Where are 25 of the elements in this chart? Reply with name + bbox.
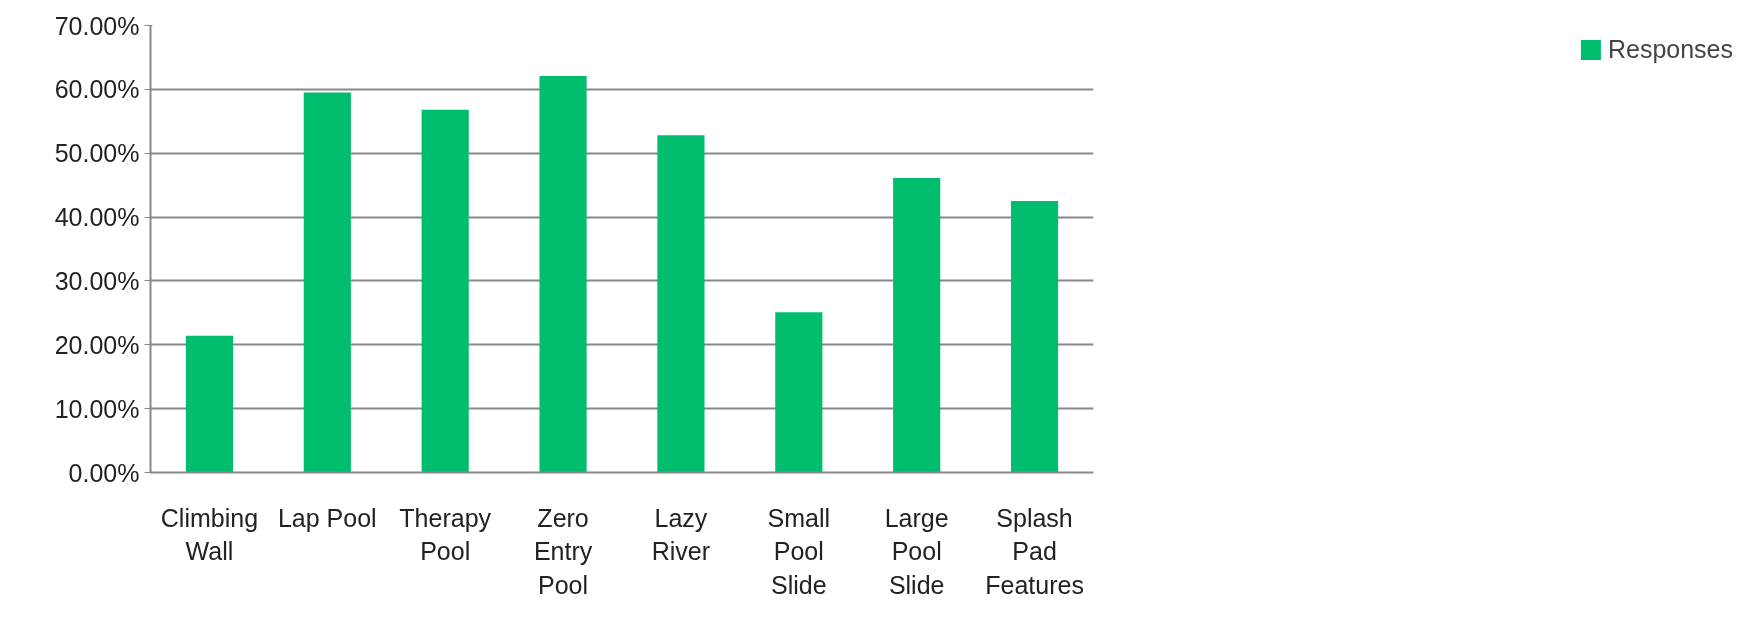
- legend-label: Responses: [1607, 35, 1733, 64]
- y-tick-label: 20.00%: [54, 330, 140, 359]
- bar: [421, 109, 469, 473]
- bar: [657, 135, 705, 473]
- x-tick-label: Climbing Wall: [160, 503, 259, 566]
- bar: [1010, 201, 1059, 473]
- y-tick-label: 70.00%: [54, 11, 140, 40]
- x-tick-label: Large Pool Slide: [884, 503, 949, 599]
- bar: [303, 92, 351, 473]
- x-tick-label: Therapy Pool: [399, 503, 492, 566]
- bar: [539, 75, 587, 473]
- x-tick-label: Zero Entry Pool: [533, 503, 593, 599]
- y-tick-label: 40.00%: [54, 203, 140, 232]
- x-tick-label: Small Pool Slide: [767, 503, 831, 599]
- bar: [185, 335, 234, 473]
- x-tick-label: Splash Pad Features: [985, 503, 1084, 599]
- y-tick-label: 0.00%: [68, 458, 140, 487]
- y-tick-label: 10.00%: [54, 394, 140, 423]
- x-tick-label: Lap Pool: [277, 503, 377, 532]
- bar: [893, 178, 941, 473]
- y-tick-label: 30.00%: [54, 266, 140, 295]
- bar: [775, 312, 823, 473]
- y-tick-label: 50.00%: [54, 139, 140, 168]
- x-tick-label: Lazy River: [651, 503, 711, 566]
- y-tick-label: 60.00%: [54, 75, 140, 104]
